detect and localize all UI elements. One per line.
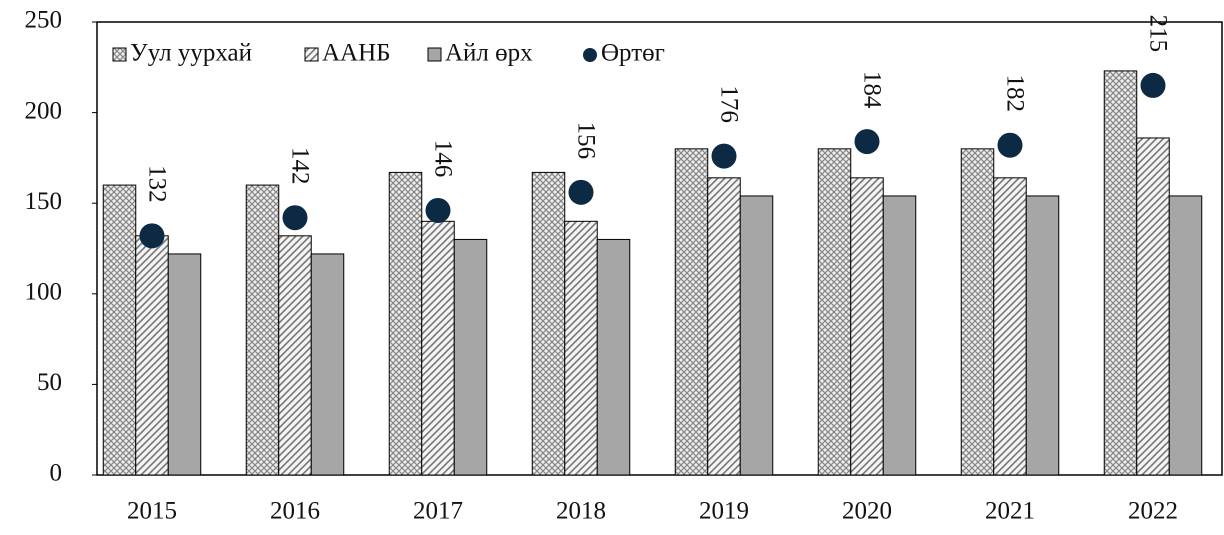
bar bbox=[674, 148, 709, 476]
legend-swatch bbox=[112, 47, 127, 62]
bar bbox=[421, 220, 455, 476]
x-tick-label: 2015 bbox=[127, 498, 177, 525]
y-tick-label: 200 bbox=[25, 97, 63, 124]
x-tick-label: 2020 bbox=[842, 498, 892, 525]
y-tick-label: 50 bbox=[37, 369, 62, 396]
bar bbox=[993, 177, 1027, 476]
data-label: 156 bbox=[572, 122, 599, 160]
plot-frame bbox=[96, 21, 1223, 476]
bar bbox=[882, 195, 917, 476]
bar bbox=[960, 148, 995, 476]
bar bbox=[1168, 195, 1203, 476]
x-tick-label: 2016 bbox=[270, 498, 320, 525]
dot bbox=[854, 129, 880, 155]
dot bbox=[282, 205, 308, 231]
x-tick-label: 2017 bbox=[413, 498, 463, 525]
data-label: 182 bbox=[1001, 74, 1028, 112]
y-tick-label: 150 bbox=[25, 188, 63, 215]
dot bbox=[425, 197, 451, 223]
bar bbox=[1025, 195, 1060, 476]
data-label: 132 bbox=[143, 165, 170, 203]
x-tick-label: 2022 bbox=[1128, 498, 1178, 525]
legend-label: Уул уурхай bbox=[130, 40, 252, 67]
legend-label: ААНБ bbox=[322, 40, 391, 67]
data-label: 184 bbox=[858, 71, 885, 109]
bar bbox=[596, 238, 631, 476]
y-tick-label: 0 bbox=[50, 460, 63, 487]
bar bbox=[817, 148, 852, 476]
bar bbox=[167, 253, 202, 476]
data-label: 146 bbox=[429, 140, 456, 178]
y-tick-label: 100 bbox=[25, 279, 63, 306]
y-tick-label: 250 bbox=[25, 7, 63, 34]
dot bbox=[568, 179, 594, 205]
legend-swatch bbox=[427, 47, 442, 62]
bar bbox=[310, 253, 345, 476]
legend-swatch bbox=[304, 47, 319, 62]
bar bbox=[850, 177, 884, 476]
legend-label: Айл өрх bbox=[445, 40, 533, 67]
bar bbox=[564, 220, 598, 476]
bar bbox=[707, 177, 741, 476]
bar bbox=[1136, 137, 1170, 476]
legend-marker bbox=[583, 48, 597, 62]
dot bbox=[997, 132, 1023, 158]
bar bbox=[1103, 70, 1138, 476]
bar bbox=[739, 195, 774, 476]
dot bbox=[711, 143, 737, 169]
bar bbox=[245, 184, 280, 476]
x-tick-label: 2019 bbox=[699, 498, 749, 525]
bar bbox=[278, 235, 312, 476]
data-label: 142 bbox=[286, 147, 313, 185]
bar bbox=[388, 171, 423, 476]
bar bbox=[135, 235, 169, 476]
dot bbox=[139, 223, 165, 249]
legend-label: Өртөг bbox=[601, 40, 665, 67]
data-label: 215 bbox=[1144, 15, 1171, 53]
bar bbox=[453, 238, 488, 476]
bar bbox=[102, 184, 137, 476]
x-tick-label: 2018 bbox=[556, 498, 606, 525]
x-tick-label: 2021 bbox=[985, 498, 1035, 525]
data-label: 176 bbox=[715, 85, 742, 123]
bar bbox=[531, 171, 566, 476]
dot bbox=[1140, 72, 1166, 98]
